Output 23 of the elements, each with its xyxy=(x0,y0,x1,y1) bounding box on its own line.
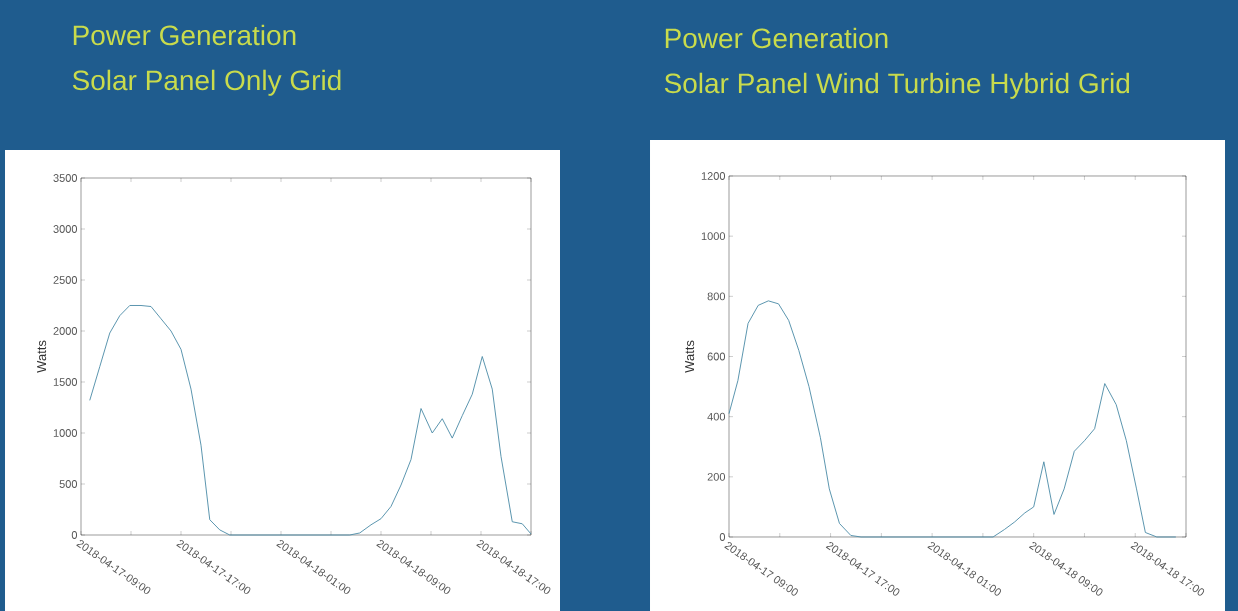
y-tick-label: 1000 xyxy=(53,429,78,437)
y-tick-label: 400 xyxy=(707,412,726,421)
y-axis-title: Watts xyxy=(37,340,47,373)
y-tick-label: 2500 xyxy=(53,276,78,284)
y-tick-label: 800 xyxy=(707,292,726,301)
y-tick-label: 0 xyxy=(71,531,78,539)
y-tick-label: 3000 xyxy=(53,225,78,233)
y-tick-label: 500 xyxy=(59,480,78,488)
y-tick-label: 200 xyxy=(707,472,726,481)
chart-title: Power Generation xyxy=(73,24,296,46)
chart-subtitle: Solar Panel Wind Turbine Hybrid Grid xyxy=(664,72,1130,99)
line-series xyxy=(728,300,1177,538)
y-tick-label: 1000 xyxy=(701,232,726,241)
y-tick-label: 1500 xyxy=(53,378,78,386)
line-series xyxy=(89,305,532,536)
y-axis-title: Watts xyxy=(685,340,695,373)
y-tick-label: 1200 xyxy=(701,172,726,180)
chart-title: Power Generation xyxy=(665,27,888,49)
y-tick-label: 600 xyxy=(707,352,726,361)
chart-subtitle: Solar Panel Only Grid xyxy=(72,69,341,96)
y-tick-label: 3500 xyxy=(53,174,78,182)
y-tick-label: 0 xyxy=(719,533,726,541)
y-tick-label: 2000 xyxy=(53,327,78,335)
